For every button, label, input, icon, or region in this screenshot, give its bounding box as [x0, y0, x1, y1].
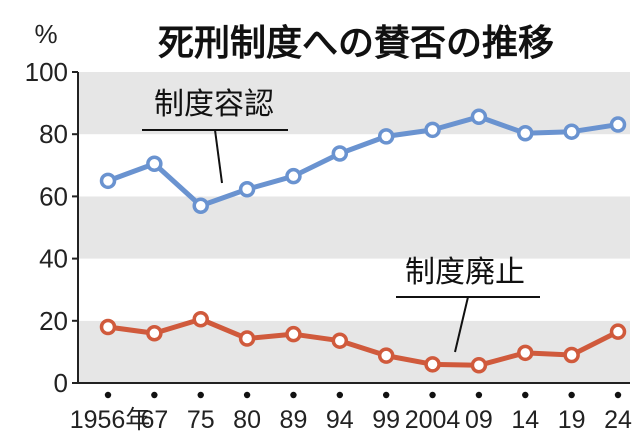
x-tick-dot: [336, 391, 344, 399]
x-tick-dot: [475, 391, 483, 399]
x-tick-label: 14: [511, 406, 539, 434]
chart-title: 死刑制度への賛否の推移: [158, 23, 554, 64]
data-point: [377, 128, 395, 145]
x-tick-label: 1956年: [70, 406, 151, 434]
data-point: [470, 108, 488, 126]
data-point: [377, 347, 395, 364]
data-point: [424, 356, 441, 373]
y-tick-labels: 0 20 40 60 80 100: [25, 57, 78, 398]
series-label-2: 制度廃止: [405, 255, 525, 290]
data-point: [563, 346, 580, 364]
series-points: [99, 108, 627, 374]
grid-band: [78, 258, 630, 321]
x-tick-label: 67: [140, 406, 168, 434]
y-tick-label: 40: [39, 244, 68, 274]
data-point: [285, 167, 302, 185]
x-tick-dot: [429, 391, 436, 399]
data-point: [517, 344, 534, 362]
grid-band: [78, 72, 630, 135]
data-point: [99, 172, 117, 190]
data-point: [609, 323, 627, 340]
label-leader-line: [214, 129, 223, 184]
x-tick-label: 19: [558, 406, 586, 434]
x-tick-label: 09: [465, 406, 493, 434]
x-tick-dot: [104, 391, 112, 399]
data-point: [146, 155, 163, 172]
y-tick-label: 20: [39, 306, 68, 336]
x-tick-dot: [522, 391, 529, 399]
x-tick-label: 89: [280, 406, 308, 434]
data-point: [563, 123, 580, 140]
grid-band: [78, 196, 630, 259]
axes: [77, 72, 630, 384]
y-tick-label: 100: [25, 57, 68, 87]
data-point: [609, 116, 627, 133]
x-tick-label: 2004: [405, 406, 461, 434]
data-point: [192, 310, 209, 328]
data-point: [99, 318, 117, 336]
x-tick-dot: [290, 391, 297, 399]
x-tick-dot: [151, 391, 158, 399]
data-point: [238, 180, 256, 198]
x-tick-label: 94: [326, 406, 354, 434]
data-point: [424, 121, 441, 139]
data-point: [470, 357, 488, 374]
x-tick-label: 99: [372, 406, 400, 434]
label-leader-line: [454, 296, 469, 353]
x-tick-dot: [243, 391, 251, 399]
x-tick-dot: [197, 391, 204, 399]
series-label-1: 制度容認: [154, 87, 274, 122]
x-tick-dot: [382, 391, 390, 399]
x-tick-label: 75: [187, 406, 215, 434]
data-point: [192, 197, 209, 214]
data-point: [285, 325, 302, 343]
y-tick-label: 80: [39, 119, 68, 149]
data-point: [146, 324, 163, 342]
x-tick-dot: [614, 391, 622, 399]
x-tick-label: 24: [604, 406, 632, 434]
data-point: [331, 332, 349, 349]
y-axis-unit: %: [34, 19, 57, 49]
y-tick-label: 0: [54, 368, 68, 398]
x-tick-label: 80: [233, 406, 261, 434]
x-tick-dot: [568, 391, 575, 399]
data-point: [238, 330, 256, 347]
data-point: [331, 145, 349, 162]
grid-band: [78, 134, 630, 197]
y-tick-label: 60: [39, 181, 68, 211]
data-point: [517, 125, 534, 142]
grid-bands: [78, 72, 630, 383]
